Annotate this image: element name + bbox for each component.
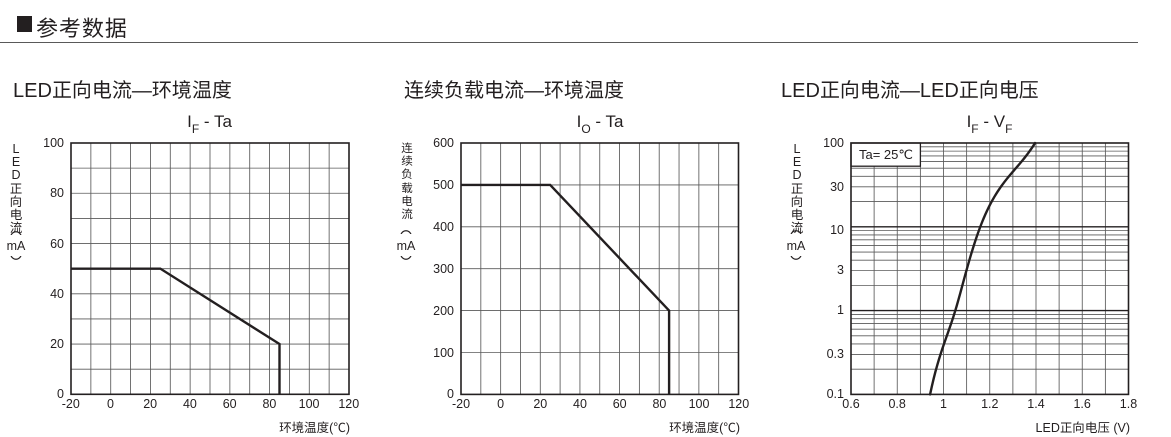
- svg-text:Ta= 25℃: Ta= 25℃: [859, 147, 913, 162]
